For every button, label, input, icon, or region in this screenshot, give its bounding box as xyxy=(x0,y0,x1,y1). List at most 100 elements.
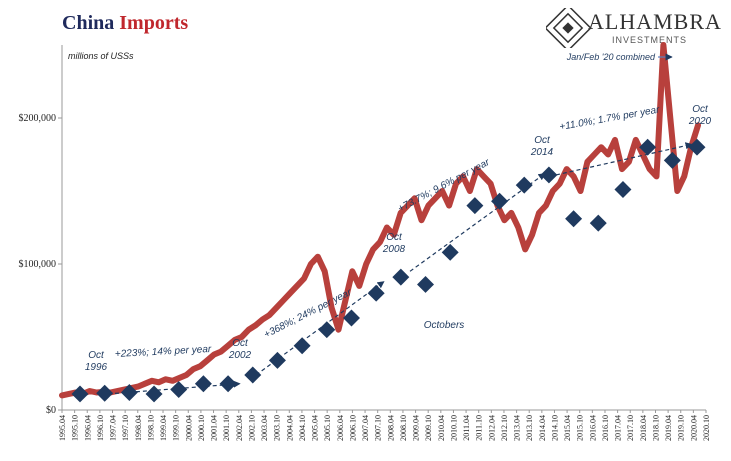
annotation-oct-1996: Oct 1996 xyxy=(85,350,108,373)
x-tick-label: 2005.04 xyxy=(311,415,320,441)
x-tick-label: 2003.04 xyxy=(260,415,269,441)
x-tick-label: 2016.04 xyxy=(588,415,597,441)
x-tick-label: 2007.10 xyxy=(374,415,383,441)
october-marker xyxy=(639,138,657,156)
x-tick-label: 2018.04 xyxy=(639,415,648,441)
y-tick-label: $200,000 xyxy=(19,113,57,124)
x-tick-label: 1997.04 xyxy=(109,415,118,441)
x-tick-label: 2004.10 xyxy=(298,415,307,441)
logo-subtitle: INVESTMENTS xyxy=(612,35,688,45)
x-tick-label: 2011.04 xyxy=(462,415,471,441)
y-axis-units: millions of USSs xyxy=(68,51,134,61)
x-tick-label: 1996.04 xyxy=(83,415,92,441)
october-marker xyxy=(565,210,583,228)
october-marker xyxy=(71,385,89,403)
october-marker xyxy=(614,181,632,199)
x-tick-label: 1998.04 xyxy=(134,415,143,441)
october-marker xyxy=(342,309,360,327)
x-tick-label: 2008.04 xyxy=(386,415,395,441)
x-tick-label: 2003.10 xyxy=(273,415,282,441)
x-tick-label: 2000.10 xyxy=(197,415,206,441)
x-tick-label: 1997.10 xyxy=(121,415,130,441)
annotation-oct-2014: Oct 2014 xyxy=(530,135,554,158)
october-marker xyxy=(441,243,459,261)
alhambra-logo-icon xyxy=(546,8,592,48)
x-tick-label: 2018.10 xyxy=(651,415,660,441)
x-tick-label: 2019.04 xyxy=(664,415,673,441)
x-tick-label: 2020.10 xyxy=(702,415,711,441)
x-tick-label: 2013.10 xyxy=(525,415,534,441)
imports-line xyxy=(59,42,701,399)
x-tick-label: 2012.04 xyxy=(487,415,496,441)
october-marker xyxy=(96,384,114,402)
x-tick-label: 2012.10 xyxy=(500,415,509,441)
october-marker xyxy=(268,351,286,369)
logo-name: ALHAMBRA xyxy=(588,9,722,34)
annotation-oct-2008: Oct 2008 xyxy=(382,232,406,255)
october-marker xyxy=(244,366,262,384)
october-marker xyxy=(145,385,163,403)
october-marker xyxy=(491,192,509,210)
october-marker xyxy=(194,375,212,393)
x-tick-label: 2017.10 xyxy=(626,415,635,441)
x-tick-label: 2004.04 xyxy=(285,415,294,441)
october-marker xyxy=(170,381,188,399)
x-tick-label: 2010.10 xyxy=(449,415,458,441)
trend-arrow xyxy=(555,142,693,176)
x-tick-label: 2019.10 xyxy=(677,415,686,441)
x-tick-label: 2020.04 xyxy=(689,415,698,441)
x-tick-label: 2016.10 xyxy=(601,415,610,441)
october-marker xyxy=(589,214,607,232)
october-marker xyxy=(466,197,484,215)
annotation-growth-2014-2020: +11.0%; 1.7% per year xyxy=(559,104,661,133)
x-tick-label: 1999.10 xyxy=(172,415,181,441)
y-tick-label: $100,000 xyxy=(19,259,57,270)
chart-title-part1: China xyxy=(62,12,115,34)
x-tick-label: 2000.04 xyxy=(184,415,193,441)
annotation-octobers: Octobers xyxy=(424,320,465,331)
october-marker xyxy=(293,337,311,355)
x-tick-label: 1998.10 xyxy=(146,415,155,441)
x-tick-label: 2001.04 xyxy=(210,415,219,441)
x-tick-label: 2017.04 xyxy=(614,415,623,441)
x-tick-label: 2006.10 xyxy=(348,415,357,441)
x-tick-label: 2001.10 xyxy=(222,415,231,441)
x-tick-label: 2007.04 xyxy=(361,415,370,441)
x-tick-label: 1995.04 xyxy=(58,415,67,441)
x-tick-label: 1995.10 xyxy=(71,415,80,441)
october-marker xyxy=(392,268,410,286)
x-tick-label: 2009.04 xyxy=(412,415,421,441)
x-tick-label: 2002.10 xyxy=(247,415,256,441)
x-tick-label: 2014.10 xyxy=(550,415,559,441)
october-marker xyxy=(515,176,533,194)
annotation-oct-2020: Oct 2020 xyxy=(688,104,712,127)
x-tick-label: 2009.10 xyxy=(424,415,433,441)
chart-title-part2: Imports xyxy=(119,12,189,34)
x-tick-label: 2008.10 xyxy=(399,415,408,441)
x-tick-label: 2015.04 xyxy=(563,415,572,441)
october-marker xyxy=(219,375,237,393)
x-tick-label: 2006.04 xyxy=(336,415,345,441)
x-tick-label: 2011.10 xyxy=(475,415,484,441)
trend-arrow xyxy=(255,281,385,376)
annotation-oct-2002: Oct 2002 xyxy=(228,338,252,361)
october-marker xyxy=(688,138,706,156)
x-tick-label: 1999.04 xyxy=(159,415,168,441)
october-marker xyxy=(367,284,385,302)
chart-title: China Imports xyxy=(62,12,188,35)
annotation-janfeb: Jan/Feb '20 combined xyxy=(566,52,656,62)
october-marker xyxy=(663,151,681,169)
x-tick-label: 2010.04 xyxy=(437,415,446,441)
trend-arrow xyxy=(107,380,241,395)
y-tick-label: $0 xyxy=(46,405,56,416)
x-tick-label: 2013.04 xyxy=(513,415,522,441)
october-marker xyxy=(417,275,435,293)
x-tick-label: 2014.04 xyxy=(538,415,547,441)
x-tick-label: 2015.10 xyxy=(576,415,585,441)
october-marker xyxy=(318,321,336,339)
annotation-growth-1996-2002: +223%; 14% per year xyxy=(115,344,213,360)
x-tick-label: 1996.10 xyxy=(96,415,105,441)
x-tick-label: 2005.10 xyxy=(323,415,332,441)
x-tick-label: 2002.04 xyxy=(235,415,244,441)
